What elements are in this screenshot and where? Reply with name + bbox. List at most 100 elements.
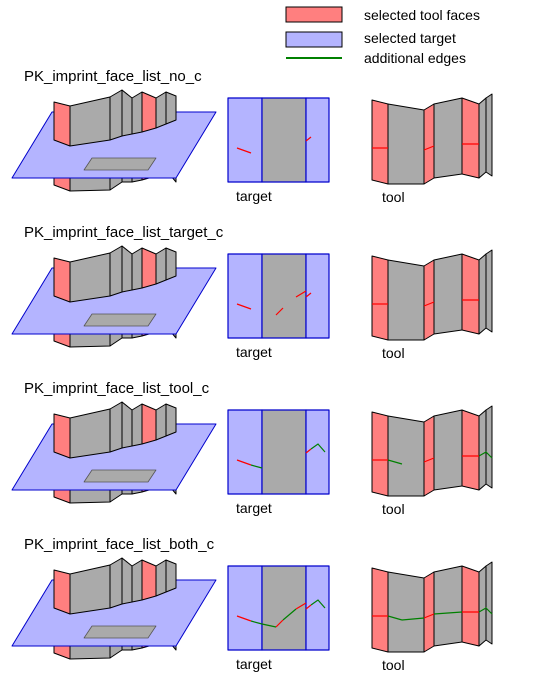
additional-edge-green xyxy=(250,620,263,625)
imprint-edge-red xyxy=(423,301,435,307)
imprint-edge-red xyxy=(423,613,435,619)
tool-face xyxy=(433,97,463,179)
tool-face-upper xyxy=(165,91,177,125)
tool-face-upper xyxy=(69,564,111,615)
tool-face-upper xyxy=(121,245,133,293)
additional-edge-green xyxy=(433,611,463,615)
tool-face xyxy=(478,565,487,647)
additional-edge-green xyxy=(387,459,403,465)
target-face-right xyxy=(305,97,330,183)
tool-face xyxy=(387,259,425,341)
tool-face-left xyxy=(371,567,389,653)
target-view: target xyxy=(227,253,330,360)
tool-view-label: tool xyxy=(382,501,405,517)
target-view: target xyxy=(227,409,330,516)
perspective-view xyxy=(11,557,217,660)
tool-face-upper xyxy=(131,247,143,291)
tool-face-left xyxy=(371,99,389,185)
target-face-right xyxy=(305,409,330,495)
tool-face xyxy=(433,409,463,491)
tool-face xyxy=(485,405,493,489)
imprint-edge-red xyxy=(236,459,252,466)
perspective-view xyxy=(11,89,217,192)
target-view-label: target xyxy=(236,188,272,204)
imprint-edge-red xyxy=(295,602,307,610)
tool-face xyxy=(485,93,493,177)
tool-face xyxy=(387,571,425,653)
legend-target-label: selected target xyxy=(364,30,456,46)
tool-face xyxy=(485,561,493,645)
tool-face xyxy=(433,565,463,647)
target-face-left xyxy=(227,409,263,495)
additional-edge-green xyxy=(478,451,493,459)
tool-face xyxy=(478,97,487,179)
tool-view-label: tool xyxy=(382,189,405,205)
target-view-label: target xyxy=(236,344,272,360)
target-view: target xyxy=(227,565,330,672)
tool-face xyxy=(478,253,487,335)
tool-face-upper xyxy=(109,401,123,453)
tool-view: tool xyxy=(371,249,493,361)
imprint-edge-red xyxy=(423,145,435,151)
legend-edges-label: additional edges xyxy=(364,50,466,66)
legend-target-swatch xyxy=(285,31,343,48)
additional-edge-green xyxy=(250,464,263,469)
tool-face-upper-left xyxy=(53,101,71,147)
additional-edge-green xyxy=(261,623,277,628)
tool-face-upper-right xyxy=(141,559,157,601)
legend-tool-faces-label: selected tool faces xyxy=(364,7,480,23)
tool-face-upper-right xyxy=(141,247,157,289)
plane-shadow xyxy=(83,157,157,171)
imprint-edge-red xyxy=(236,147,252,154)
tool-face-upper xyxy=(109,557,123,609)
target-face-right xyxy=(305,565,330,651)
imprint-edge-red xyxy=(305,292,312,298)
perspective-view xyxy=(11,245,217,348)
imprint-edge-red xyxy=(305,604,312,610)
row-title: PK_imprint_face_list_tool_c xyxy=(24,380,210,397)
tool-face-upper xyxy=(69,96,111,147)
legend-tool-faces-swatch xyxy=(285,6,343,23)
target-face-left xyxy=(227,565,263,651)
tool-face-upper xyxy=(69,252,111,303)
tool-face-upper xyxy=(155,91,167,129)
imprint-edge-red xyxy=(275,307,284,316)
additional-edge-green xyxy=(401,617,425,621)
additional-edge-green xyxy=(387,615,403,621)
tool-face-red xyxy=(461,565,480,647)
additional-edge-green xyxy=(282,608,297,621)
row-title: PK_imprint_face_list_target_c xyxy=(24,224,224,241)
target-face-left xyxy=(227,253,263,339)
tool-face xyxy=(485,249,493,333)
tool-face-upper xyxy=(165,559,177,593)
tool-view: tool xyxy=(371,561,493,673)
tool-face-upper xyxy=(131,403,143,447)
tool-face-red xyxy=(423,259,435,341)
tool-view: tool xyxy=(371,93,493,205)
tool-face-red xyxy=(461,409,480,491)
tool-face-upper xyxy=(165,403,177,437)
tool-face xyxy=(387,103,425,185)
legend: selected tool faces selected target addi… xyxy=(285,6,480,66)
tool-face-red xyxy=(423,571,435,653)
plane-shadow xyxy=(83,313,157,327)
tool-face-left xyxy=(371,411,389,497)
tool-face-upper-left xyxy=(53,569,71,615)
imprint-edge-red xyxy=(305,448,312,454)
tool-face-upper xyxy=(155,247,167,285)
target-face-middle xyxy=(261,409,307,495)
tool-face-upper xyxy=(109,89,123,141)
tool-face xyxy=(478,409,487,491)
tool-face-upper xyxy=(165,247,177,281)
target-view-label: target xyxy=(236,500,272,516)
tool-face-upper xyxy=(121,557,133,605)
tool-face-red xyxy=(461,253,480,335)
imprint-edge-red xyxy=(236,615,252,622)
tool-face-upper-left xyxy=(53,413,71,459)
tool-face-red xyxy=(423,415,435,497)
